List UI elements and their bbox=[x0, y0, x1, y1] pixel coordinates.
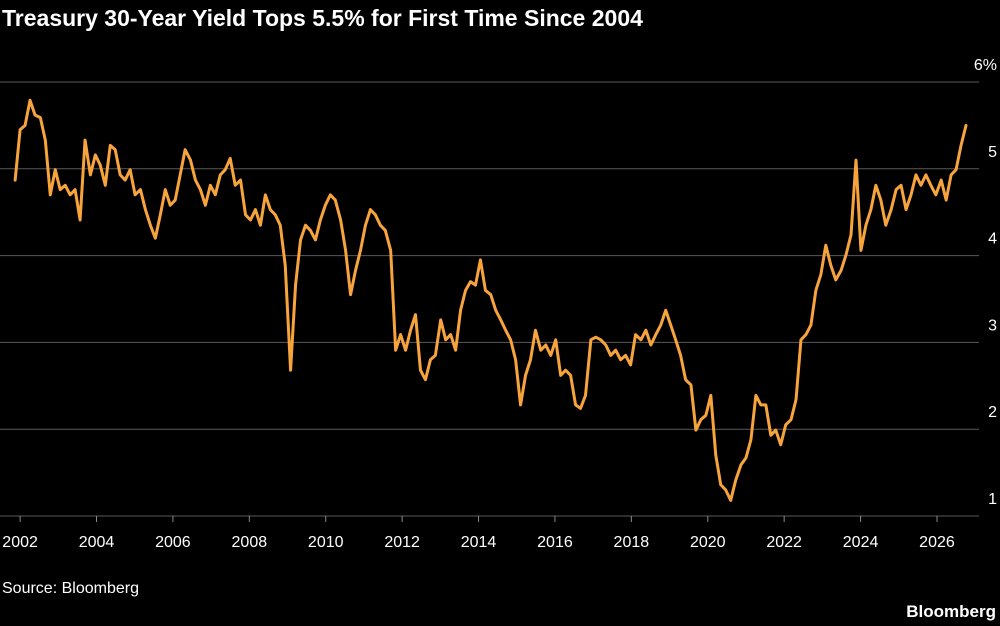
x-tick-label: 2008 bbox=[232, 534, 268, 551]
x-tick-label: 2012 bbox=[384, 534, 420, 551]
x-tick-label: 2002 bbox=[2, 534, 38, 551]
y-tick-label: 4 bbox=[988, 231, 997, 248]
x-tick-label: 2020 bbox=[690, 534, 726, 551]
x-tick-label: 2006 bbox=[155, 534, 191, 551]
x-tick-label: 2024 bbox=[843, 534, 879, 551]
x-tick-label: 2022 bbox=[766, 534, 802, 551]
source-note: Source: Bloomberg bbox=[2, 580, 139, 597]
x-tick-label: 2026 bbox=[919, 534, 955, 551]
y-tick-label: 3 bbox=[988, 317, 997, 334]
y-tick-label: 1 bbox=[988, 491, 997, 508]
x-tick-label: 2010 bbox=[308, 534, 344, 551]
x-tick-label: 2016 bbox=[537, 534, 573, 551]
x-tick-label: 2018 bbox=[614, 534, 650, 551]
chart-title: Treasury 30-Year Yield Tops 5.5% for Fir… bbox=[2, 5, 643, 31]
brand-logo: Bloomberg bbox=[906, 602, 996, 621]
yield-line bbox=[13, 98, 968, 502]
y-tick-label: 6% bbox=[974, 57, 997, 74]
x-tick-label: 2004 bbox=[79, 534, 115, 551]
y-tick-label: 5 bbox=[988, 144, 997, 161]
y-tick-label: 2 bbox=[988, 404, 997, 421]
x-tick-label: 2014 bbox=[461, 534, 497, 551]
